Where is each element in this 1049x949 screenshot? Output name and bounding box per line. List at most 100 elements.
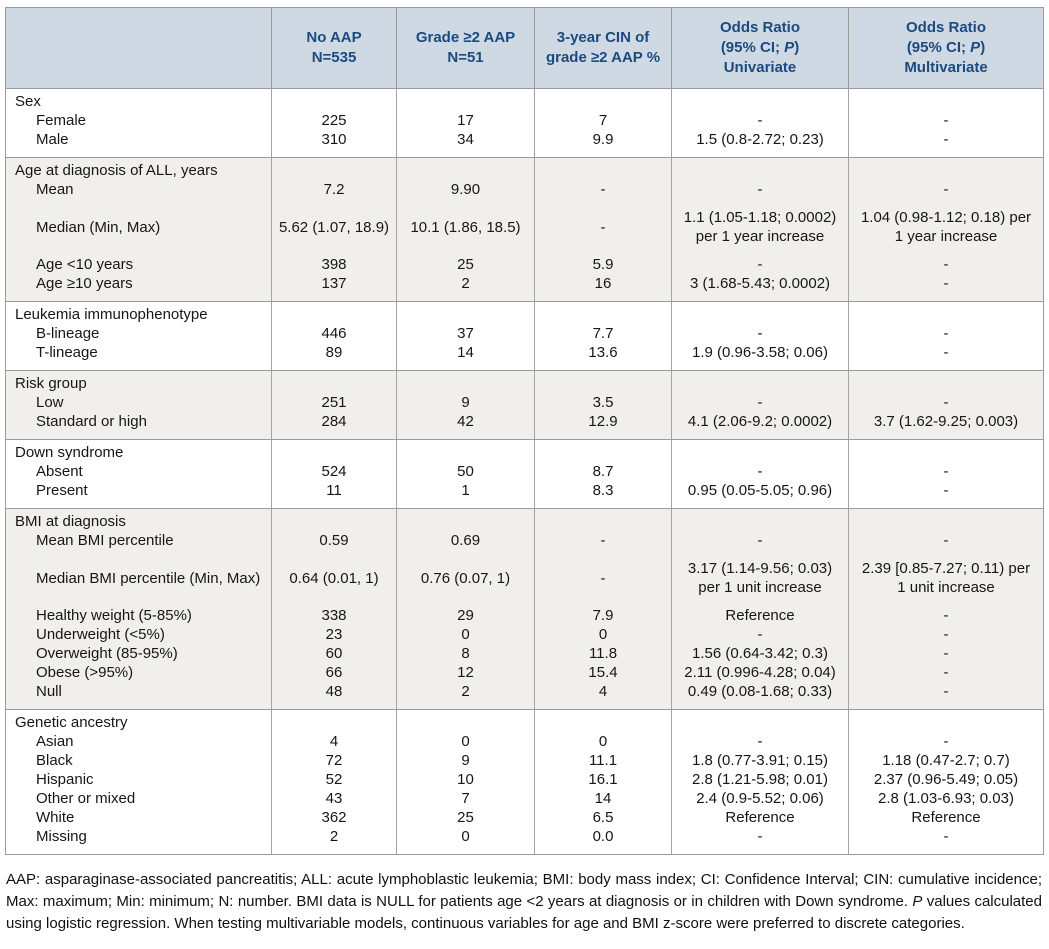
value-cell: 4 — [271, 732, 396, 751]
value-cell: 3.5 — [534, 393, 671, 412]
value-cell: 11 — [271, 481, 396, 508]
header-ci-text: ) — [980, 39, 986, 56]
table-section: BMI at diagnosis Mean BMI percentile 0.59 0… — [6, 508, 1043, 709]
section-title: Risk group — [6, 371, 271, 393]
cell-line: 7.9 — [592, 607, 614, 624]
row-label: Median (Min, Max) — [6, 199, 271, 255]
value-cell: 2.37 (0.96-5.49; 0.05) — [848, 770, 1043, 789]
table-body: Sex Female 225 17 7- - Male 310 34 9.9 1.5 (0.8-2.… — [6, 89, 1043, 854]
table-section: Genetic ancestry Asian 4 0 0- - Black 72 9 11.1 1.… — [6, 709, 1043, 854]
header-line: (95% CI; P) — [849, 38, 1043, 58]
header-line: Odds Ratio — [719, 19, 800, 36]
value-cell: - — [671, 827, 848, 854]
value-cell: - — [671, 393, 848, 412]
cell-line: 4.1 (2.06-9.2; 0.0002) — [687, 413, 833, 430]
footnote-text: values calculated using logistic regress… — [6, 893, 1042, 932]
cell-line: Overweight (85-95%) — [36, 645, 178, 662]
cell-line: 16.1 — [588, 771, 618, 788]
cell-line: Black — [36, 752, 73, 769]
cell-line: 25 — [457, 809, 474, 826]
value-cell: - — [848, 481, 1043, 508]
value-cell: 3.17 (1.14-9.56; 0.03) per 1 unit increas… — [671, 550, 848, 606]
cell-line: Asian — [36, 733, 74, 750]
value-cell: 43 — [271, 789, 396, 808]
header-or-univariate: Odds Ratio (95% CI; P) Univariate — [671, 8, 848, 88]
value-cell: 1 — [396, 481, 534, 508]
value-cell: 8.3 — [534, 481, 671, 508]
value-cell: - — [848, 682, 1043, 709]
cell-line: 1 unit increase — [897, 579, 995, 596]
value-cell: 2.11 (0.996-4.28; 0.04) — [671, 663, 848, 682]
cell-line: 12.9 — [588, 413, 618, 430]
value-cell — [534, 89, 671, 111]
header-line: Grade ≥2 AAP — [415, 29, 516, 46]
cell-line: - — [943, 181, 949, 198]
value-cell: - — [671, 324, 848, 343]
section-title: Down syndrome — [6, 440, 271, 462]
value-cell — [671, 302, 848, 324]
cell-line: - — [757, 828, 763, 845]
cell-line: 1 — [461, 482, 470, 499]
cell-line: 25 — [457, 256, 474, 273]
cell-line: - — [943, 275, 949, 292]
section-title: Age at diagnosis of ALL, years — [6, 158, 271, 180]
header-line: grade ≥2 AAP % — [545, 49, 661, 66]
cell-line: 5.9 — [592, 256, 614, 273]
value-cell: - — [848, 111, 1043, 130]
cell-line: - — [757, 256, 763, 273]
row-label: Median BMI percentile (Min, Max) — [6, 550, 271, 606]
cell-line: 12 — [457, 664, 474, 681]
cell-line: 0.0 — [592, 828, 614, 845]
value-cell: - — [848, 663, 1043, 682]
cell-line: 0 — [461, 733, 470, 750]
value-cell: 0.49 (0.08-1.68; 0.33) — [671, 682, 848, 709]
cell-line: 1.8 (0.77-3.91; 0.15) — [692, 752, 828, 769]
cell-line: Down syndrome — [15, 444, 124, 461]
cell-line: - — [757, 463, 763, 480]
row-label: Standard or high — [6, 412, 271, 439]
cell-line: 362 — [321, 809, 347, 826]
cell-line: 10 — [457, 771, 474, 788]
value-cell — [848, 302, 1043, 324]
header-line: 3-year CIN of — [556, 29, 650, 46]
cell-line: 2.11 (0.996-4.28; 0.04) — [684, 664, 836, 681]
value-cell: 3.7 (1.62-9.25; 0.003) — [848, 412, 1043, 439]
value-cell — [271, 710, 396, 732]
value-cell: - — [671, 111, 848, 130]
row-label: Age <10 years — [6, 255, 271, 274]
row-label: Present — [6, 481, 271, 508]
cell-line: 1.5 (0.8-2.72; 0.23) — [696, 131, 824, 148]
value-cell: 0.59 — [271, 531, 396, 550]
value-cell — [396, 710, 534, 732]
section-title: Leukemia immunophenotype — [6, 302, 271, 324]
table-section: Leukemia immunophenotype B-lineage 446 37 7.… — [6, 301, 1043, 370]
cell-line: 11 — [326, 482, 342, 499]
value-cell — [534, 509, 671, 531]
cell-line: - — [943, 626, 949, 643]
section-title: BMI at diagnosis — [6, 509, 271, 531]
section-title: Sex — [6, 89, 271, 111]
value-cell: 1.5 (0.8-2.72; 0.23) — [671, 130, 848, 157]
cell-line: Hispanic — [36, 771, 94, 788]
cell-line: per 1 year increase — [695, 228, 825, 245]
value-cell: 2.8 (1.03-6.93; 0.03) — [848, 789, 1043, 808]
value-cell: - — [848, 130, 1043, 157]
cell-line: 34 — [457, 131, 474, 148]
value-cell: 6.5 — [534, 808, 671, 827]
cell-line: 42 — [457, 413, 474, 430]
cell-line: 50 — [457, 463, 474, 480]
header-p-italic: P — [784, 39, 795, 56]
value-cell: 60 — [271, 644, 396, 663]
value-cell: 524 — [271, 462, 396, 481]
cell-line: 89 — [325, 344, 343, 361]
row-label: Mean — [6, 180, 271, 199]
value-cell: 398 — [271, 255, 396, 274]
value-cell: 0 — [396, 625, 534, 644]
cell-line: - — [943, 828, 949, 845]
cell-line: Low — [36, 394, 64, 411]
header-empty-cell — [6, 8, 271, 88]
value-cell: 1.1 (1.05-1.18; 0.0002) per 1 year increa… — [671, 199, 848, 255]
cell-line: 60 — [325, 645, 343, 662]
cell-line: Null — [36, 683, 62, 700]
value-cell: 0 — [534, 732, 671, 751]
